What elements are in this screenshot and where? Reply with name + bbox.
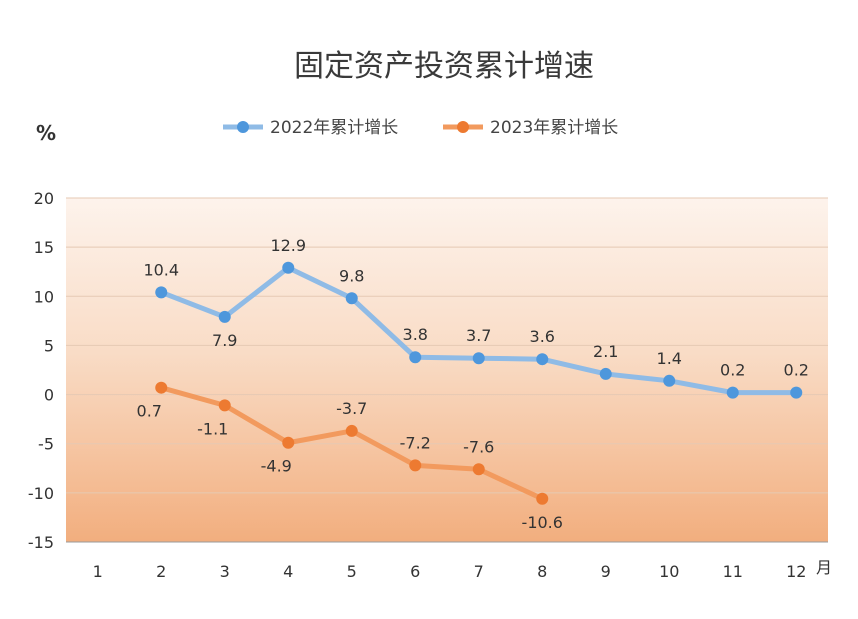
chart-title: 固定资产投资累计增速 bbox=[294, 49, 594, 84]
data-point bbox=[282, 261, 295, 274]
data-point bbox=[155, 286, 168, 299]
y-tick-label: 20 bbox=[34, 189, 54, 208]
data-point bbox=[599, 367, 612, 380]
x-axis-ticks: 1 2 3 4 5 6 7 8 9 10 11 12 bbox=[93, 562, 807, 581]
data-label: 3.8 bbox=[403, 325, 428, 344]
data-point bbox=[218, 310, 231, 323]
legend-label-2022: 2022年累计增长 bbox=[270, 118, 398, 138]
x-tick-label: 12 bbox=[786, 562, 806, 581]
plot-area bbox=[66, 198, 828, 542]
y-tick-label: 15 bbox=[34, 238, 54, 257]
data-label: -10.6 bbox=[522, 513, 563, 532]
data-label: 3.7 bbox=[466, 326, 491, 345]
x-tick-label: 8 bbox=[537, 562, 547, 581]
data-label: 0.2 bbox=[720, 361, 745, 380]
y-tick-label: 10 bbox=[34, 287, 54, 306]
data-label: 10.4 bbox=[143, 260, 179, 279]
data-point bbox=[218, 399, 231, 412]
series-2023: 0.7 -1.1 -4.9 -3.7 -7.2 -7.6 -10.6 bbox=[137, 381, 563, 532]
legend-item-2023: 2023年累计增长 bbox=[443, 118, 618, 138]
x-tick-label: 1 bbox=[93, 562, 103, 581]
legend-marker-2022 bbox=[237, 121, 249, 133]
data-label: -4.9 bbox=[261, 457, 292, 476]
data-label: -1.1 bbox=[197, 419, 228, 438]
y-tick-label: 5 bbox=[44, 336, 54, 355]
legend-marker-2023 bbox=[457, 121, 469, 133]
data-label: 1.4 bbox=[657, 349, 682, 368]
data-point bbox=[155, 381, 168, 394]
data-label: 2.1 bbox=[593, 342, 618, 361]
x-tick-label: 2 bbox=[156, 562, 166, 581]
legend: 2022年累计增长 2023年累计增长 bbox=[223, 118, 618, 138]
x-tick-label: 10 bbox=[659, 562, 679, 581]
data-label: 0.7 bbox=[137, 402, 162, 421]
y-tick-label: -10 bbox=[28, 484, 54, 503]
data-point bbox=[409, 459, 422, 472]
data-point bbox=[282, 436, 295, 449]
series-group: 10.4 7.9 12.9 9.8 3.8 3.7 3.6 2.1 1.4 0.2 0.2 0.7 -1… bbox=[137, 236, 809, 532]
x-tick-label: 9 bbox=[601, 562, 611, 581]
data-point bbox=[409, 351, 422, 364]
data-point bbox=[472, 463, 485, 476]
data-label: 0.2 bbox=[784, 361, 809, 380]
data-point bbox=[345, 292, 358, 305]
data-point bbox=[726, 386, 739, 399]
series-2022: 10.4 7.9 12.9 9.8 3.8 3.7 3.6 2.1 1.4 0.2 0.2 bbox=[143, 236, 809, 399]
x-tick-label: 5 bbox=[347, 562, 357, 581]
data-point bbox=[536, 353, 549, 366]
data-point bbox=[345, 424, 358, 437]
data-label: 7.9 bbox=[212, 331, 237, 350]
x-tick-label: 6 bbox=[410, 562, 420, 581]
data-point bbox=[790, 386, 803, 399]
legend-item-2022: 2022年累计增长 bbox=[223, 118, 398, 138]
x-tick-label: 7 bbox=[474, 562, 484, 581]
data-label: -3.7 bbox=[336, 399, 367, 418]
y-unit-label: % bbox=[36, 121, 56, 145]
x-unit-label: 月 bbox=[816, 558, 832, 577]
data-label: -7.2 bbox=[400, 433, 431, 452]
data-label: -7.6 bbox=[463, 437, 494, 456]
x-tick-label: 11 bbox=[723, 562, 743, 581]
x-tick-label: 4 bbox=[283, 562, 293, 581]
y-tick-label: 0 bbox=[44, 386, 54, 405]
legend-label-2023: 2023年累计增长 bbox=[490, 118, 618, 138]
data-label: 12.9 bbox=[270, 236, 306, 255]
y-tick-label: -5 bbox=[38, 435, 54, 454]
data-label: 3.6 bbox=[530, 327, 555, 346]
data-point bbox=[472, 352, 485, 365]
y-axis-ticks: 20 15 10 5 0 -5 -10 -15 bbox=[28, 189, 54, 552]
y-tick-label: -15 bbox=[28, 533, 54, 552]
x-tick-label: 3 bbox=[220, 562, 230, 581]
data-point bbox=[536, 492, 549, 505]
data-label: 9.8 bbox=[339, 266, 364, 285]
data-point bbox=[663, 374, 676, 387]
